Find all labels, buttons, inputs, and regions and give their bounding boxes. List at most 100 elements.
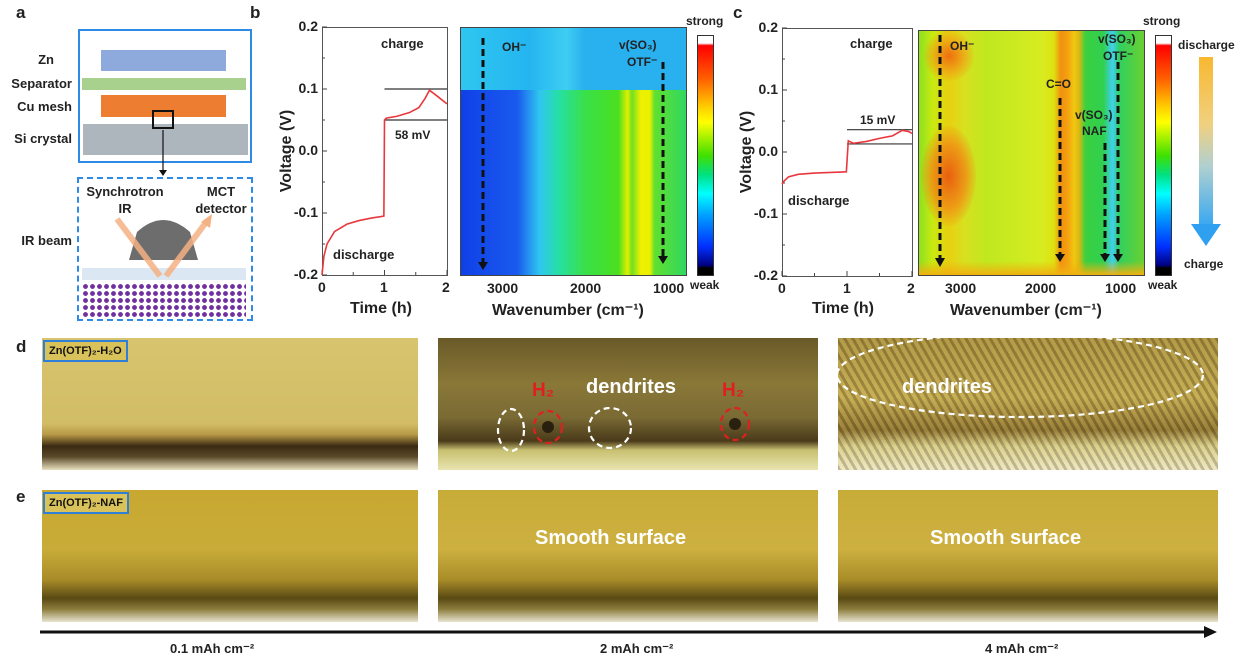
dendrite-circle [587,406,633,450]
heatmap-c-oh-hotspot [921,126,976,226]
oh-label-c: OH⁻ [950,39,975,53]
ytick-b: 0.1 [298,80,318,96]
otf-label-c: OTF⁻ [1103,49,1134,63]
arrow-down-icon [1191,224,1221,246]
discharge-charge-gradient-arrow [1199,57,1213,225]
colorbar-strong-label-b: strong [686,14,724,28]
xtick-b: 1 [380,279,388,295]
colorbar-strong-label-c: strong [1143,14,1181,28]
xtick-hm-c: 1000 [1105,280,1137,296]
h2-bubble [729,418,741,430]
ytick-b: 0.0 [298,142,318,158]
h2-bubble [542,421,554,433]
xtick-c: 0 [778,280,786,296]
xtick-hm-b: 1000 [653,280,685,296]
detector-label-line2: detector [195,201,247,216]
xlabel-c: Time (h) [812,300,874,317]
cu-mesh-layer [101,95,226,117]
layer-label-separator: Separator [11,76,72,91]
heatmap-b-charge-region [461,28,686,90]
panel-label-d: d [16,337,27,356]
ytick-c: 0.2 [758,19,778,35]
ytick-c: 0.0 [758,143,778,159]
heatmap-b [460,27,687,276]
micrograph-naf-4 [838,490,1218,622]
arrow-head-icon [935,258,945,267]
layer-label-si-crystal: Si crystal [14,131,72,146]
ir-beam-incident [114,217,163,278]
synchrotron-ir-label: Synchrotron IR [80,183,170,217]
naf-label-c: NAF [1082,124,1107,138]
layer-label-zn: Zn [38,52,54,67]
electrolyte-label-naf: Zn(OTF)₂-NAF [43,492,129,514]
charge-label-b: charge [381,36,424,51]
xtick-hm-b: 2000 [570,280,602,296]
panel-label-b: b [250,3,261,22]
ytick-b: -0.1 [293,204,318,220]
dendrite-region-ellipse [835,331,1205,419]
dendrites-label-2: dendrites [586,376,677,398]
h2-label-right: H₂ [722,380,745,401]
arrow-right-icon [1204,626,1217,638]
panel-label-c: c [733,3,743,22]
h2-bubble-circle [719,406,751,442]
xtick-b: 0 [318,279,326,295]
ytick-c: -0.1 [753,205,778,221]
xtick-c: 2 [907,280,915,296]
smooth-surface-label-4: Smooth surface [930,527,1082,549]
dendrites-label-4: dendrites [902,376,993,398]
xtick-c: 1 [843,280,851,296]
arrow-head-icon [478,262,488,270]
cu-mesh-lattice [82,283,246,318]
h2-bubble-circle [532,409,564,445]
layer-label-cu-mesh: Cu mesh [17,99,72,114]
xtick-b: 2 [442,279,450,295]
cell-schematic-box [78,29,252,163]
xtick-hm-b: 3000 [487,280,519,296]
micrograph-h2o-2 [438,338,818,470]
gap-label-b: 58 mV [395,128,431,142]
arrow-head-icon [1113,254,1123,262]
colorbar-c [1155,35,1172,276]
si-crystal-layer [83,124,248,155]
ytick-c: 0.1 [758,81,778,97]
xtick-hm-c: 2000 [1025,280,1057,296]
so3-naf-label-c: v(SO₃) [1075,108,1113,122]
electrolyte-label-h2o: Zn(OTF)₂-H₂O [43,340,128,362]
arrow-head-icon [658,256,668,264]
arrow-discharge-label: discharge [1178,38,1235,52]
capacity-label-2: 2 mAh cm⁻² [600,641,674,656]
arrow-head-icon [1055,254,1065,262]
zn-layer [101,50,226,71]
capacity-label-0.1: 0.1 mAh cm⁻² [170,641,255,656]
oh-label-b: OH⁻ [502,40,527,54]
gap-label-c: 15 mV [860,113,896,127]
xlabel-hm-b: Wavenumber (cm⁻¹) [492,302,644,319]
xlabel-hm-c: Wavenumber (cm⁻¹) [950,302,1102,319]
mct-detector-label: MCT detector [190,183,252,217]
detector-label-line1: MCT [206,184,236,199]
micrograph-h2o-4 [838,338,1218,470]
atr-detail-box [77,177,253,321]
synchrotron-label-line2: IR [118,201,132,216]
zoom-arrow-head-icon [159,170,167,176]
colorbar-weak-label-b: weak [690,278,720,292]
h2-label-left: H₂ [532,380,555,401]
xtick-hm-c: 3000 [945,280,977,296]
voltage-curve [321,89,448,276]
arrow-charge-label: charge [1184,257,1224,271]
ytick-b: -0.2 [293,266,318,282]
co-label-c: C=O [1046,77,1072,91]
panel-label-a: a [16,3,26,22]
so3-label-b: v(SO₃) [619,38,657,52]
discharge-label-b: discharge [333,247,395,262]
ytick-c: -0.2 [753,267,778,283]
heatmap-c-oh-hotspot-top [924,31,974,81]
colorbar-b [697,35,714,276]
dendrite-circle [496,407,526,453]
smooth-surface-label-2: Smooth surface [535,527,687,549]
